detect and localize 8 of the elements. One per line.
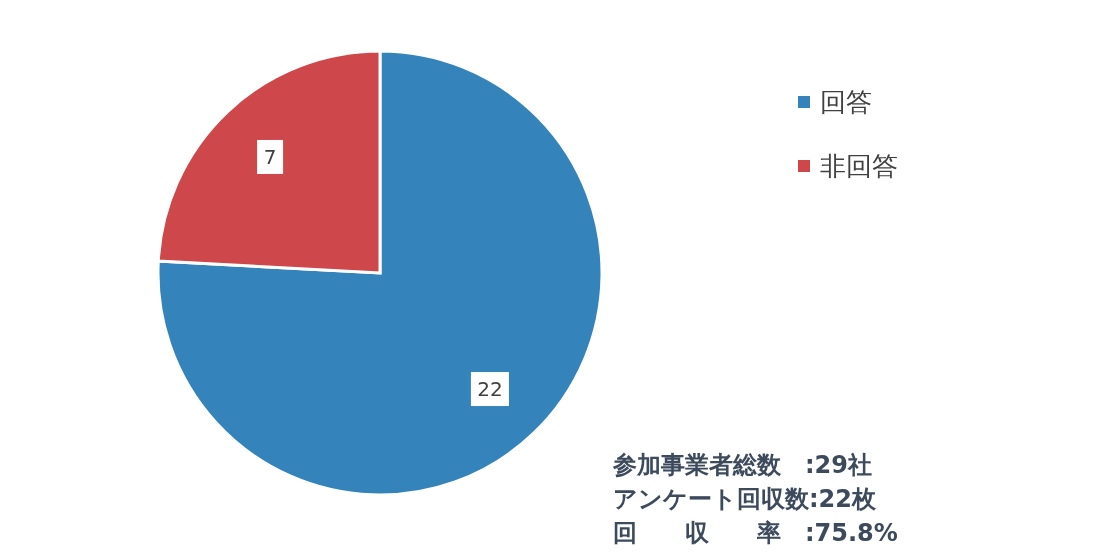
data-label: 22 (477, 377, 503, 402)
legend-label: 非回答 (820, 149, 898, 183)
text: アンケート回収数:22枚 (613, 484, 877, 515)
text: 回 収 率 :75.8% (613, 518, 898, 549)
text: 参加事業者総数 :29社 (613, 450, 873, 481)
pie-slice (156, 49, 604, 497)
legend-label: 回答 (820, 85, 872, 119)
data-label: 7 (263, 144, 277, 169)
